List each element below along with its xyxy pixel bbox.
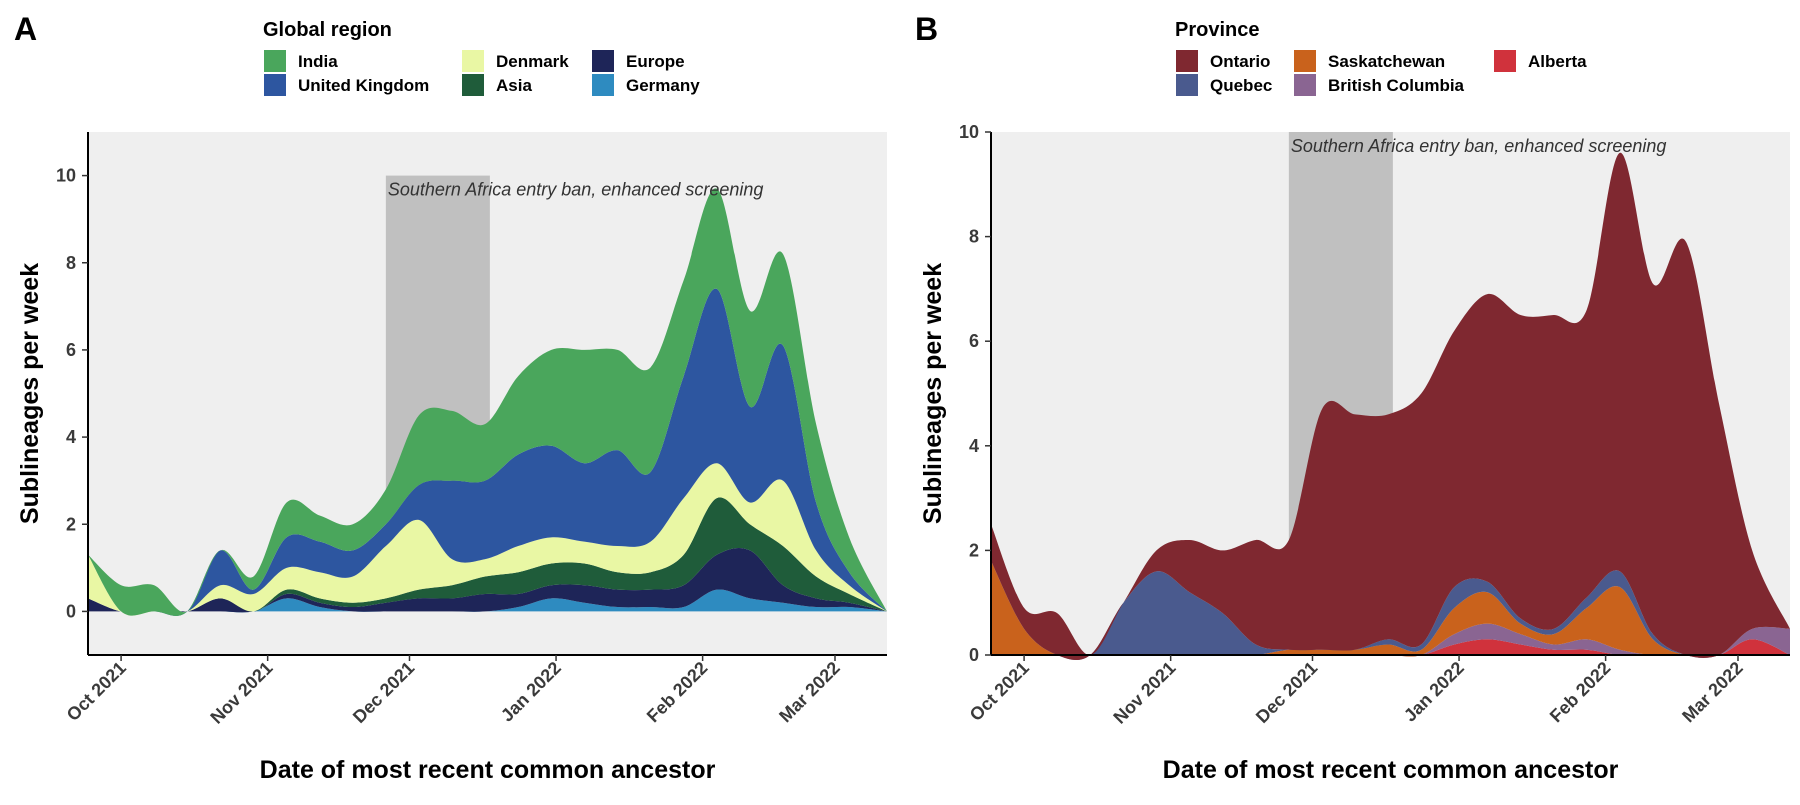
panel-b-legend-label-british-columbia: British Columbia — [1328, 76, 1465, 95]
panel-b-area-saskatchewan — [991, 560, 1790, 658]
panel-b-y-tick-label: 10 — [959, 122, 979, 142]
panel-b-legend-swatch-british-columbia — [1294, 74, 1316, 96]
panel-b-x-tick-label: Dec 2021 — [1252, 658, 1321, 727]
panel-a-x-axis-title: Date of most recent common ancestor — [260, 756, 716, 784]
panel-b-legend-title: Province — [1175, 19, 1259, 41]
panel-a-area-india — [88, 188, 887, 616]
panel-a-x-tick-label: Dec 2021 — [349, 658, 418, 727]
panel-b-y-tick-label: 0 — [969, 645, 979, 665]
panel-b: B Province Ontario Quebec Saskatchewan Brit… — [915, 11, 1790, 784]
panel-a-x-tick-label: Nov 2021 — [206, 658, 276, 728]
panel-a-legend-label-united-kingdom: United Kingdom — [298, 76, 429, 95]
panel-b-annotation: Southern Africa entry ban, enhanced scre… — [1291, 136, 1667, 156]
panel-b-letter: B — [915, 11, 938, 47]
panel-a-area-asia — [88, 497, 887, 613]
panel-a-legend-label-europe: Europe — [626, 52, 685, 71]
panel-b-y-tick-label: 8 — [969, 227, 979, 247]
panel-a-legend-title: Global region — [263, 19, 392, 41]
panel-b-legend-label-quebec: Quebec — [1210, 76, 1272, 95]
panel-b-x-axis-title: Date of most recent common ancestor — [1163, 756, 1619, 784]
panel-a-y-tick-label: 8 — [66, 253, 76, 273]
panel-b-legend-label-saskatchewan: Saskatchewan — [1328, 52, 1445, 71]
panel-a-legend-label-asia: Asia — [496, 76, 532, 95]
panel-a-y-tick-label: 6 — [66, 340, 76, 360]
panel-b-legend-swatch-saskatchewan — [1294, 50, 1316, 72]
panel-b-area-quebec — [991, 560, 1790, 661]
panel-b-legend-swatch-ontario — [1176, 50, 1198, 72]
panel-b-area-ontario — [991, 152, 1790, 661]
panel-a-legend-swatch-europe — [592, 50, 614, 72]
panel-a-legend-swatch-denmark — [462, 50, 484, 72]
panel-a-y-tick-label: 4 — [66, 427, 76, 447]
panel-b-x-tick-label: Jan 2022 — [1400, 658, 1468, 726]
panel-a-legend-label-germany: Germany — [626, 76, 700, 95]
panel-a-y-tick-label: 2 — [66, 514, 76, 534]
panel-b-y-axis-title: Sublineages per week — [919, 263, 947, 524]
panel-a-area-united-kingdom — [88, 288, 887, 616]
panel-a-area-europe — [88, 547, 887, 613]
panel-a-x-tick-label: Oct 2021 — [63, 658, 130, 725]
panel-a-y-tick-label: 0 — [66, 601, 76, 621]
panel-b-legend: Ontario Quebec Saskatchewan British Columbi… — [1176, 50, 1587, 96]
panel-a-legend-swatch-germany — [592, 74, 614, 96]
panel-a-x-tick-label: Mar 2022 — [775, 658, 844, 727]
panel-a-legend-swatch-asia — [462, 74, 484, 96]
panel-a-legend-label-denmark: Denmark — [496, 52, 569, 71]
panel-b-x-tick-label: Nov 2021 — [1109, 658, 1179, 728]
panel-b-legend-label-ontario: Ontario — [1210, 52, 1270, 71]
panel-a-annotation: Southern Africa entry ban, enhanced scre… — [388, 180, 764, 200]
panel-b-legend-swatch-alberta — [1494, 50, 1516, 72]
panel-a-area-denmark — [88, 463, 887, 616]
panel-a-areas — [88, 188, 887, 616]
panel-b-x-tick-label: Mar 2022 — [1678, 658, 1747, 727]
panel-a-legend-swatch-united-kingdom — [264, 74, 286, 96]
panel-b-areas — [991, 152, 1790, 661]
panel-a: A Global region India United Kingdom Denma… — [14, 11, 887, 784]
panel-b-legend-swatch-quebec — [1176, 74, 1198, 96]
panel-a-y-axis-title: Sublineages per week — [16, 263, 44, 524]
panel-b-y-tick-label: 4 — [969, 436, 979, 456]
panel-a-letter: A — [14, 11, 37, 47]
panel-b-legend-label-alberta: Alberta — [1528, 52, 1587, 71]
panel-b-y-tick-label: 2 — [969, 540, 979, 560]
panel-a-x-tick-label: Feb 2022 — [643, 658, 712, 727]
panel-a-y-tick-label: 10 — [56, 166, 76, 186]
panel-b-y-tick-label: 6 — [969, 331, 979, 351]
panel-a-legend-label-india: India — [298, 52, 338, 71]
panel-a-area-germany — [88, 589, 887, 613]
panel-b-x-tick-label: Oct 2021 — [966, 658, 1033, 725]
panel-b-x-tick-label: Feb 2022 — [1546, 658, 1615, 727]
panel-a-legend: India United Kingdom Denmark Asia Europe Germ… — [264, 50, 700, 96]
panel-a-legend-swatch-india — [264, 50, 286, 72]
panel-b-area-alberta — [991, 639, 1790, 657]
panel-a-x-tick-label: Jan 2022 — [497, 658, 565, 726]
panel-b-area-british-columbia — [991, 623, 1790, 657]
